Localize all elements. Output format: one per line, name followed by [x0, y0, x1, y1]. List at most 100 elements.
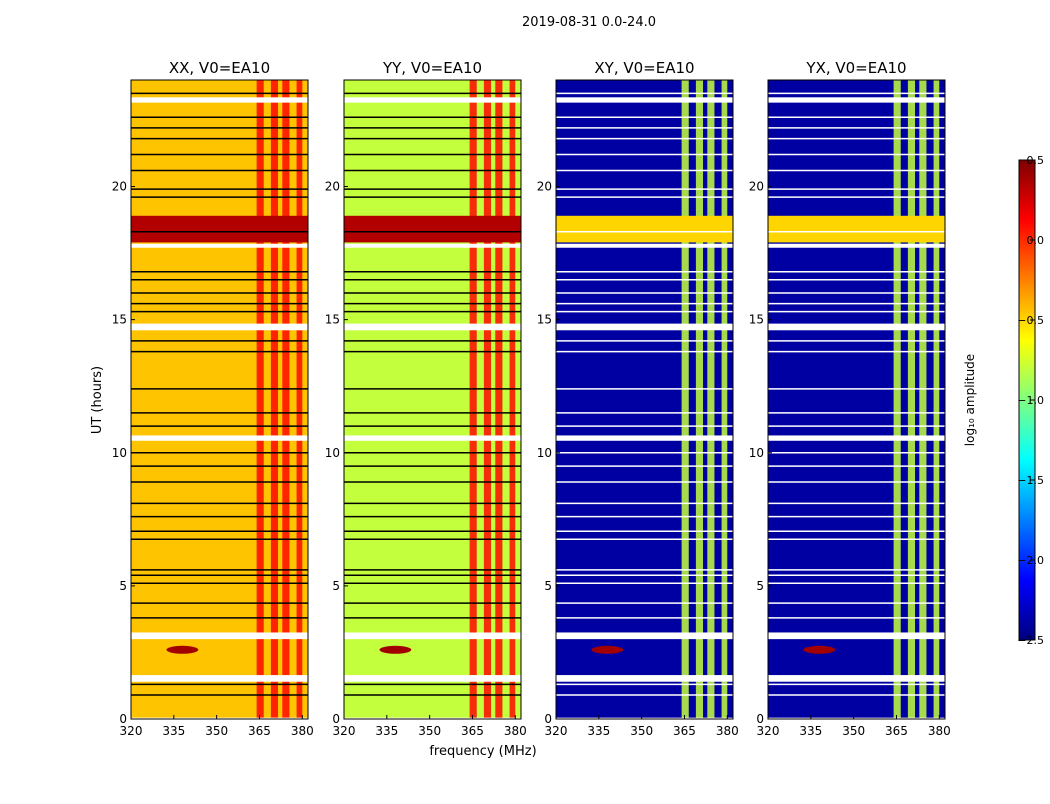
y-tick-label: 0	[756, 712, 764, 726]
x-tick-label: 335	[375, 724, 398, 738]
x-tick-label: 320	[120, 724, 143, 738]
masked-time-band	[344, 717, 521, 719]
y-tick-label: 15	[112, 313, 127, 327]
y-tick-label: 15	[749, 313, 764, 327]
x-tick-label: 335	[799, 724, 822, 738]
masked-time-band	[344, 632, 521, 640]
masked-time-band	[768, 97, 945, 103]
y-tick-label: 10	[112, 446, 127, 460]
x-tick-label: 380	[716, 724, 739, 738]
rfi-channel-column	[483, 80, 492, 719]
y-tick-label: 5	[544, 579, 552, 593]
rfi-channel-column	[707, 80, 715, 719]
axes-frame	[130, 79, 309, 720]
x-tick-label: 320	[545, 724, 568, 738]
x-tick-label: 380	[291, 724, 314, 738]
y-tick-label: 20	[325, 180, 340, 194]
rfi-channel-column	[270, 80, 279, 719]
masked-time-band	[344, 97, 521, 103]
heatmap-background	[131, 80, 308, 719]
y-tick-label: 5	[119, 579, 127, 593]
y-tick-label: 0	[119, 712, 127, 726]
masked-time-band	[131, 435, 308, 441]
masked-time-band	[131, 632, 308, 640]
x-tick-label: 335	[587, 724, 610, 738]
y-tick-label: 20	[749, 180, 764, 194]
heatmap-background	[344, 80, 521, 719]
panel-title: YY, V0=EA10	[382, 59, 482, 77]
masked-time-band	[556, 675, 733, 682]
colorbar-tick-label: −0.5	[1017, 314, 1044, 327]
x-tick-label: 350	[842, 724, 865, 738]
masked-time-band	[768, 632, 945, 640]
x-tick-label: 380	[928, 724, 951, 738]
y-axis-label: UT (hours)	[90, 366, 105, 434]
masked-time-band	[131, 97, 308, 103]
masked-time-band	[768, 323, 945, 331]
masked-time-band	[556, 435, 733, 441]
x-tick-label: 350	[418, 724, 441, 738]
masked-time-band	[131, 717, 308, 719]
x-tick-label: 365	[673, 724, 696, 738]
masked-time-band	[768, 675, 945, 682]
rfi-channel-column	[282, 80, 290, 719]
rfi-channel-column	[469, 80, 477, 719]
colorbar-tick-label: −1.5	[1017, 474, 1044, 487]
masked-time-band	[344, 243, 521, 248]
bright-time-band	[556, 215, 733, 243]
y-tick-label: 5	[756, 579, 764, 593]
heatmap-panels: XX, V0=EA10 320 335 350 365 380 0 5 10 15 20 YY, V0…	[112, 59, 951, 738]
x-axis-label: frequency (MHz)	[429, 744, 536, 759]
rfi-channel-column	[933, 80, 940, 719]
rfi-channel-column	[695, 80, 704, 719]
bright-time-band	[768, 215, 945, 243]
y-tick-label: 0	[544, 712, 552, 726]
rfi-channel-column	[681, 80, 689, 719]
heatmap-background	[768, 80, 945, 719]
x-tick-label: 350	[205, 724, 228, 738]
masked-time-band	[768, 717, 945, 719]
panel-title: XX, V0=EA10	[169, 59, 270, 77]
rfi-channel-column	[919, 80, 927, 719]
bright-time-band	[344, 215, 521, 243]
axes-frame	[767, 79, 946, 720]
colorbar-ticks: 0.5 0.0 −0.5 −1.0 −1.5 −2.0 −2.5	[1017, 154, 1044, 647]
rfi-channel-column	[907, 80, 916, 719]
heatmap-panel-4: YX, V0=EA10 320 335 350 365 380 0 5 10 15 20	[749, 59, 951, 738]
y-tick-label: 10	[325, 446, 340, 460]
masked-time-band	[344, 675, 521, 682]
x-tick-label: 365	[461, 724, 484, 738]
y-tick-label: 10	[537, 446, 552, 460]
panel-title: YX, V0=EA10	[805, 59, 906, 77]
colorbar-tick-label: −1.0	[1017, 394, 1044, 407]
y-tick-label: 0	[332, 712, 340, 726]
panel-title: XY, V0=EA10	[594, 59, 694, 77]
colorbar-tick-label: −2.5	[1017, 634, 1044, 647]
colorbar-label: log₁₀ amplitude	[963, 354, 977, 446]
axes-frame	[343, 79, 522, 720]
y-tick-label: 15	[325, 313, 340, 327]
y-tick-label: 5	[332, 579, 340, 593]
masked-time-band	[131, 243, 308, 248]
masked-time-band	[768, 435, 945, 441]
x-tick-label: 335	[162, 724, 185, 738]
bright-time-band	[131, 215, 308, 243]
y-tick-label: 10	[749, 446, 764, 460]
masked-time-band	[768, 243, 945, 248]
x-tick-label: 365	[248, 724, 271, 738]
y-tick-label: 20	[112, 180, 127, 194]
rfi-channel-column	[509, 80, 516, 719]
heatmap-panel-1: XX, V0=EA10 320 335 350 365 380 0 5 10 15 20	[112, 59, 314, 738]
rfi-channel-column	[893, 80, 901, 719]
y-tick-label: 15	[537, 313, 552, 327]
rfi-channel-column	[256, 80, 264, 719]
colorbar: 0.5 0.0 −0.5 −1.0 −1.5 −2.0 −2.5 log₁₀ amplitu…	[963, 154, 1044, 647]
masked-time-band	[556, 243, 733, 248]
masked-time-band	[556, 323, 733, 331]
x-tick-label: 365	[885, 724, 908, 738]
rfi-burst	[379, 645, 412, 654]
masked-time-band	[556, 97, 733, 103]
masked-time-band	[556, 632, 733, 640]
x-tick-label: 350	[630, 724, 653, 738]
